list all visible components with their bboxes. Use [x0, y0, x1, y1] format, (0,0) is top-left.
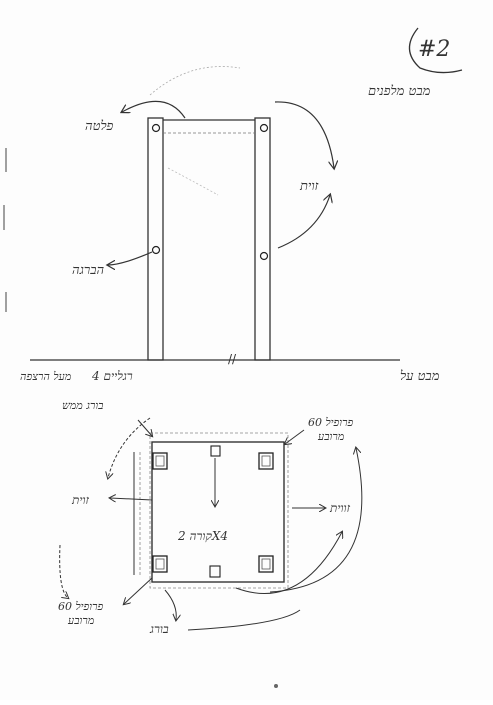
top-view-title: מבט על	[400, 369, 440, 384]
bolt-hole	[259, 123, 269, 133]
label-angle: זוית	[299, 179, 319, 194]
corner-post	[258, 452, 274, 470]
label-profile-bottom-sub: מרובע	[67, 614, 95, 627]
label-beam: קורה 2X4	[177, 529, 228, 543]
center-bolt-bottom	[209, 565, 221, 578]
footnote-legs: 4 רגליים	[91, 369, 133, 383]
bolt-hole	[259, 251, 269, 261]
label-plate: פלטה	[85, 119, 114, 134]
corner-post	[152, 452, 168, 470]
center-bolt-top	[210, 445, 221, 457]
break-mark: //	[228, 352, 237, 366]
label-screw: בורג	[149, 622, 169, 636]
right-post	[254, 117, 271, 361]
frame-outline	[151, 441, 285, 583]
label-angle-left: זוית	[71, 493, 90, 507]
bolt-hole	[151, 123, 161, 133]
punch-mark	[274, 684, 278, 688]
left-post	[147, 117, 164, 361]
label-profile-top-sub: מרובע	[317, 430, 345, 443]
label-angle-right: זווית	[329, 501, 351, 515]
label-profile-top: פרופיל 60	[308, 416, 354, 429]
binder-marks	[3, 148, 7, 312]
front-view-title: מבט מלפנים	[368, 84, 431, 99]
label-bolt: בורג ממש	[62, 399, 103, 412]
outer-outline	[149, 432, 289, 589]
front-view: מבט מלפנים // פלטה זוית הברגה 4 רגליים מ…	[20, 66, 431, 383]
page-number: #2	[418, 37, 450, 62]
page-number-badge: #2	[408, 27, 463, 74]
top-view: מבט על קורה 2X4 בורג מ	[58, 369, 440, 636]
corner-post	[152, 555, 168, 573]
label-welding: הברגה	[72, 263, 105, 278]
bolt-hole	[151, 245, 161, 255]
corner-post	[258, 555, 274, 573]
label-profile-bottom: פרופיל 60	[58, 600, 104, 613]
footnote-extra: מעל הרצפה	[20, 370, 72, 383]
